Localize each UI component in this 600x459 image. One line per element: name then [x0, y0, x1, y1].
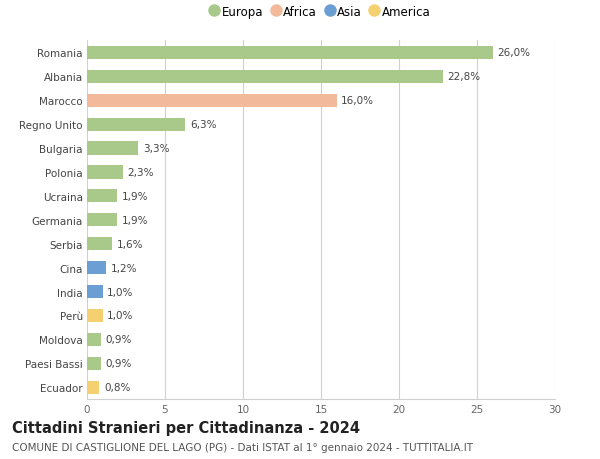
Bar: [87, 214, 116, 227]
Text: Cittadini Stranieri per Cittadinanza - 2024: Cittadini Stranieri per Cittadinanza - 2…: [12, 420, 360, 435]
Text: 0,9%: 0,9%: [106, 335, 132, 345]
Bar: [87, 262, 106, 274]
Bar: [87, 71, 443, 84]
Bar: [87, 118, 185, 131]
Text: 1,9%: 1,9%: [121, 215, 148, 225]
Bar: [87, 309, 103, 322]
Text: 2,3%: 2,3%: [128, 168, 154, 178]
Text: 26,0%: 26,0%: [497, 48, 530, 58]
Text: 1,0%: 1,0%: [107, 311, 134, 321]
Bar: [87, 142, 139, 155]
Bar: [87, 95, 337, 107]
Bar: [87, 166, 123, 179]
Text: 1,2%: 1,2%: [110, 263, 137, 273]
Bar: [87, 238, 112, 251]
Bar: [87, 47, 493, 60]
Text: COMUNE DI CASTIGLIONE DEL LAGO (PG) - Dati ISTAT al 1° gennaio 2024 - TUTTITALIA: COMUNE DI CASTIGLIONE DEL LAGO (PG) - Da…: [12, 442, 473, 452]
Text: 1,6%: 1,6%: [116, 239, 143, 249]
Text: 1,0%: 1,0%: [107, 287, 134, 297]
Text: 6,3%: 6,3%: [190, 120, 217, 130]
Bar: [87, 190, 116, 203]
Bar: [87, 381, 100, 394]
Bar: [87, 333, 101, 346]
Text: 3,3%: 3,3%: [143, 144, 170, 154]
Text: 1,9%: 1,9%: [121, 191, 148, 202]
Text: 22,8%: 22,8%: [448, 72, 481, 82]
Text: 0,9%: 0,9%: [106, 358, 132, 369]
Text: 0,8%: 0,8%: [104, 382, 131, 392]
Text: 16,0%: 16,0%: [341, 96, 374, 106]
Bar: [87, 357, 101, 370]
Bar: [87, 285, 103, 298]
Legend: Europa, Africa, Asia, America: Europa, Africa, Asia, America: [211, 6, 431, 19]
